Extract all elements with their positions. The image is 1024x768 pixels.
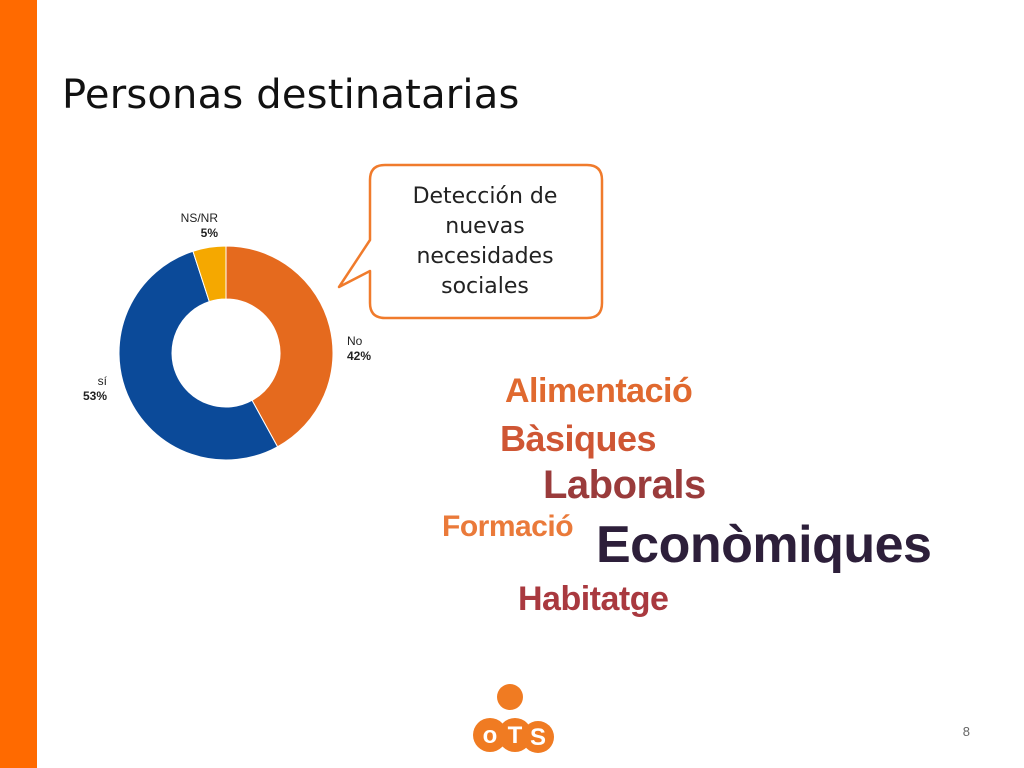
logo-dot — [473, 718, 507, 752]
callout-bubble — [337, 163, 604, 320]
logo-letter-o: o — [483, 722, 498, 749]
logo-dot — [497, 684, 523, 710]
callout-line: nuevas — [445, 214, 525, 239]
callout-line: necesidades — [416, 244, 554, 269]
accent-side-bar — [0, 0, 37, 768]
callout-bubble-outline — [337, 163, 604, 320]
callout-line: sociales — [441, 274, 529, 299]
slice-no — [225, 245, 334, 448]
slice-label: sí — [98, 374, 108, 388]
ots-logo: o T S — [473, 684, 554, 753]
logo-dot — [522, 721, 554, 753]
word-formacio: Formació — [442, 510, 574, 543]
slice-value: 53% — [83, 389, 107, 403]
logo-letter-t: T — [508, 722, 523, 749]
word-habitatge: Habitatge — [518, 580, 669, 618]
slice-s- — [118, 250, 279, 461]
slice-ns-nr — [192, 245, 227, 303]
slice-label: No — [347, 334, 363, 348]
page-number: 8 — [962, 724, 970, 739]
word-economiques: Econòmiques — [596, 516, 932, 574]
slide-title: Personas destinatarias — [62, 72, 520, 118]
slice-value: 5% — [201, 226, 219, 240]
callout-text: Detección de nuevas necesidades sociales — [371, 167, 599, 317]
word-basiques: Bàsiques — [500, 418, 657, 459]
word-cloud: Alimentació Bàsiques Laborals Formació E… — [430, 360, 990, 630]
callout-line: Detección de — [412, 184, 558, 209]
word-alimentacio: Alimentació — [505, 372, 693, 410]
slice-value: 42% — [347, 349, 371, 363]
slice-label: NS/NR — [181, 211, 219, 225]
word-laborals: Laborals — [543, 463, 706, 507]
logo-letter-s: S — [530, 724, 546, 751]
